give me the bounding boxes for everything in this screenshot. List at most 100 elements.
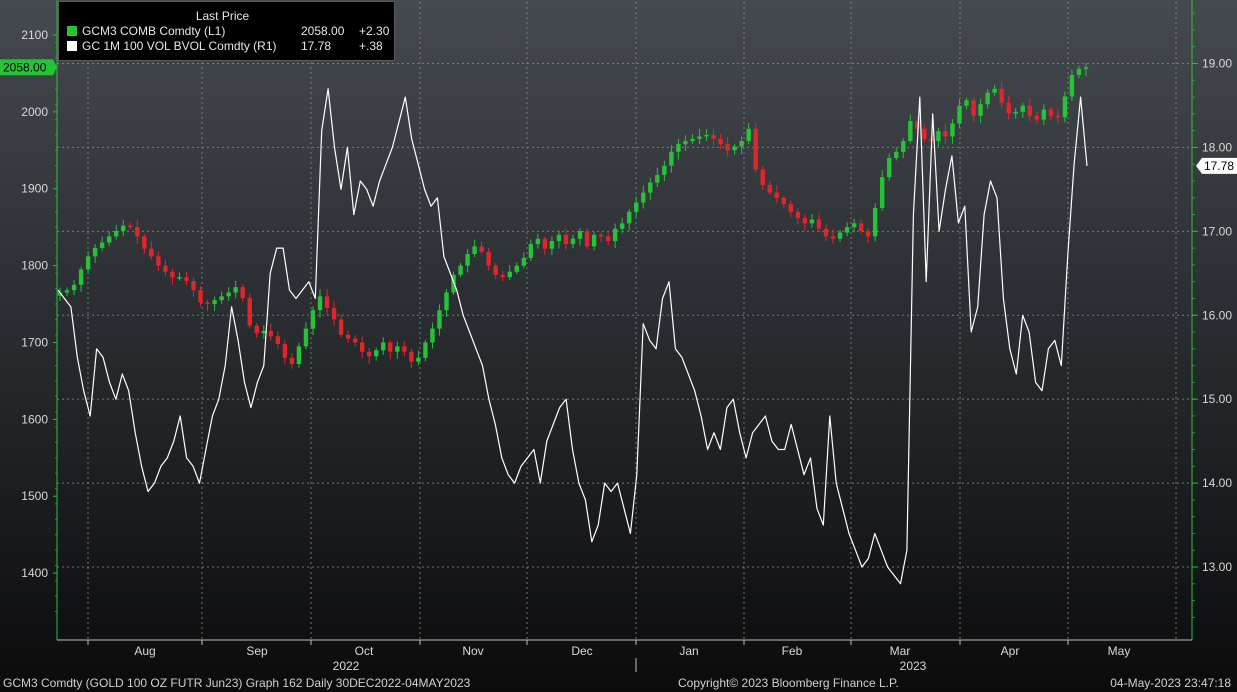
- candle-body: [296, 346, 302, 365]
- candle-body: [472, 246, 477, 255]
- last-vol-tag-label: 17.78: [1204, 159, 1234, 173]
- month-label-sep: Sep: [246, 644, 268, 658]
- candle-body: [809, 219, 815, 224]
- candle-body: [774, 192, 779, 198]
- left-tick-label-3: 1700: [21, 335, 48, 349]
- candle-body: [662, 165, 667, 175]
- candle-body: [1006, 102, 1011, 114]
- candle-body: [634, 202, 639, 212]
- candle-body: [577, 231, 583, 239]
- right-tick-label-6: 19.00: [1202, 57, 1232, 71]
- candle-body: [240, 287, 245, 298]
- candle-body: [514, 265, 519, 272]
- candle-body: [732, 146, 737, 151]
- candle-body: [1076, 68, 1082, 75]
- candle-body: [458, 265, 463, 275]
- right-tick-label-3: 16.00: [1202, 308, 1232, 322]
- candle-body: [437, 310, 442, 329]
- candle-body: [943, 131, 948, 137]
- month-label-apr: Apr: [1001, 644, 1020, 658]
- candle-body: [535, 238, 541, 245]
- candle-body: [563, 234, 569, 245]
- candle-body: [254, 325, 259, 334]
- candle-body: [226, 292, 231, 297]
- candle-body: [1048, 109, 1054, 116]
- year-label-2023: 2023: [900, 659, 927, 673]
- candle-body: [149, 248, 154, 257]
- candle-body: [992, 88, 997, 93]
- candle-body: [880, 177, 885, 208]
- candle-body: [416, 357, 421, 362]
- candle-body: [1020, 105, 1025, 112]
- candle-body: [542, 238, 548, 249]
- candle-body: [605, 236, 611, 242]
- candle-body: [872, 207, 878, 237]
- candle-body: [395, 346, 400, 352]
- candle-body: [198, 290, 203, 303]
- candle-body: [641, 192, 646, 203]
- candle-body: [528, 244, 534, 258]
- candle-body: [444, 292, 449, 311]
- candle-body: [894, 151, 899, 158]
- candle-body: [690, 138, 695, 142]
- candle-body: [1069, 74, 1075, 97]
- candle-body: [64, 290, 70, 293]
- left-tick-label-5: 1900: [21, 182, 48, 196]
- candle-body: [430, 328, 435, 343]
- candle-body: [760, 169, 765, 185]
- candle-body: [1083, 67, 1089, 69]
- legend-change-price: +2.30: [359, 24, 390, 38]
- candle-body: [830, 236, 836, 239]
- candle-body: [57, 292, 63, 296]
- candle-body: [205, 302, 210, 305]
- candle-body: [388, 342, 393, 352]
- volatility-line: [57, 88, 1088, 585]
- candle-body: [957, 105, 962, 124]
- candle-body: [500, 274, 505, 278]
- candle-body: [964, 100, 969, 106]
- candle-body: [598, 234, 604, 237]
- last-price-tag-pointer: [53, 59, 57, 76]
- candle-body: [556, 234, 562, 242]
- candle-body: [655, 174, 660, 183]
- candle-body: [282, 344, 288, 358]
- legend-entry-vol: GC 1M 100 VOL BVOL Comdty (R1) 17.78 +.3…: [59, 39, 394, 54]
- candle-body: [324, 296, 330, 308]
- candle-body: [816, 219, 822, 229]
- footer-timestamp: 04-May-2023 23:47:18: [1110, 676, 1231, 690]
- candle-body: [739, 141, 744, 147]
- candle-body: [971, 100, 976, 116]
- candle-body: [99, 242, 105, 248]
- status-footer: GCM3 Comdty (GOLD 100 OZ FUTR Jun23) Gra…: [0, 674, 1237, 692]
- candle-body: [950, 123, 955, 137]
- candle-body: [1034, 115, 1040, 120]
- candle-body: [851, 223, 857, 228]
- candle-body: [746, 128, 751, 142]
- candle-body: [676, 144, 681, 152]
- legend-entry-price: GCM3 COMB Comdty (L1) 2058.00 +2.30: [59, 24, 394, 39]
- legend-name-vol: GC 1M 100 VOL BVOL Comdty (R1): [82, 39, 277, 53]
- candle-body: [247, 297, 252, 326]
- candle-body: [212, 300, 217, 305]
- candle-body: [359, 342, 365, 352]
- candle-body: [781, 197, 787, 205]
- month-label-aug: Aug: [134, 644, 155, 658]
- candle-body: [85, 256, 91, 270]
- candle-body: [901, 141, 906, 152]
- candle-body: [978, 104, 983, 116]
- candle-body: [844, 227, 850, 233]
- candle-body: [648, 182, 653, 193]
- candle-body: [865, 231, 871, 237]
- candle-body: [381, 342, 386, 351]
- candle-body: [570, 238, 576, 245]
- candle-body: [1041, 109, 1047, 120]
- year-label-2022: 2022: [333, 659, 360, 673]
- candle-body: [507, 271, 512, 278]
- candle-body: [367, 351, 372, 357]
- left-tick-label-7: 2100: [21, 28, 48, 42]
- candle-body: [331, 307, 337, 320]
- candle-body: [142, 236, 147, 249]
- last-price-tag: [0, 59, 53, 76]
- left-tick-label-1: 1500: [21, 489, 48, 503]
